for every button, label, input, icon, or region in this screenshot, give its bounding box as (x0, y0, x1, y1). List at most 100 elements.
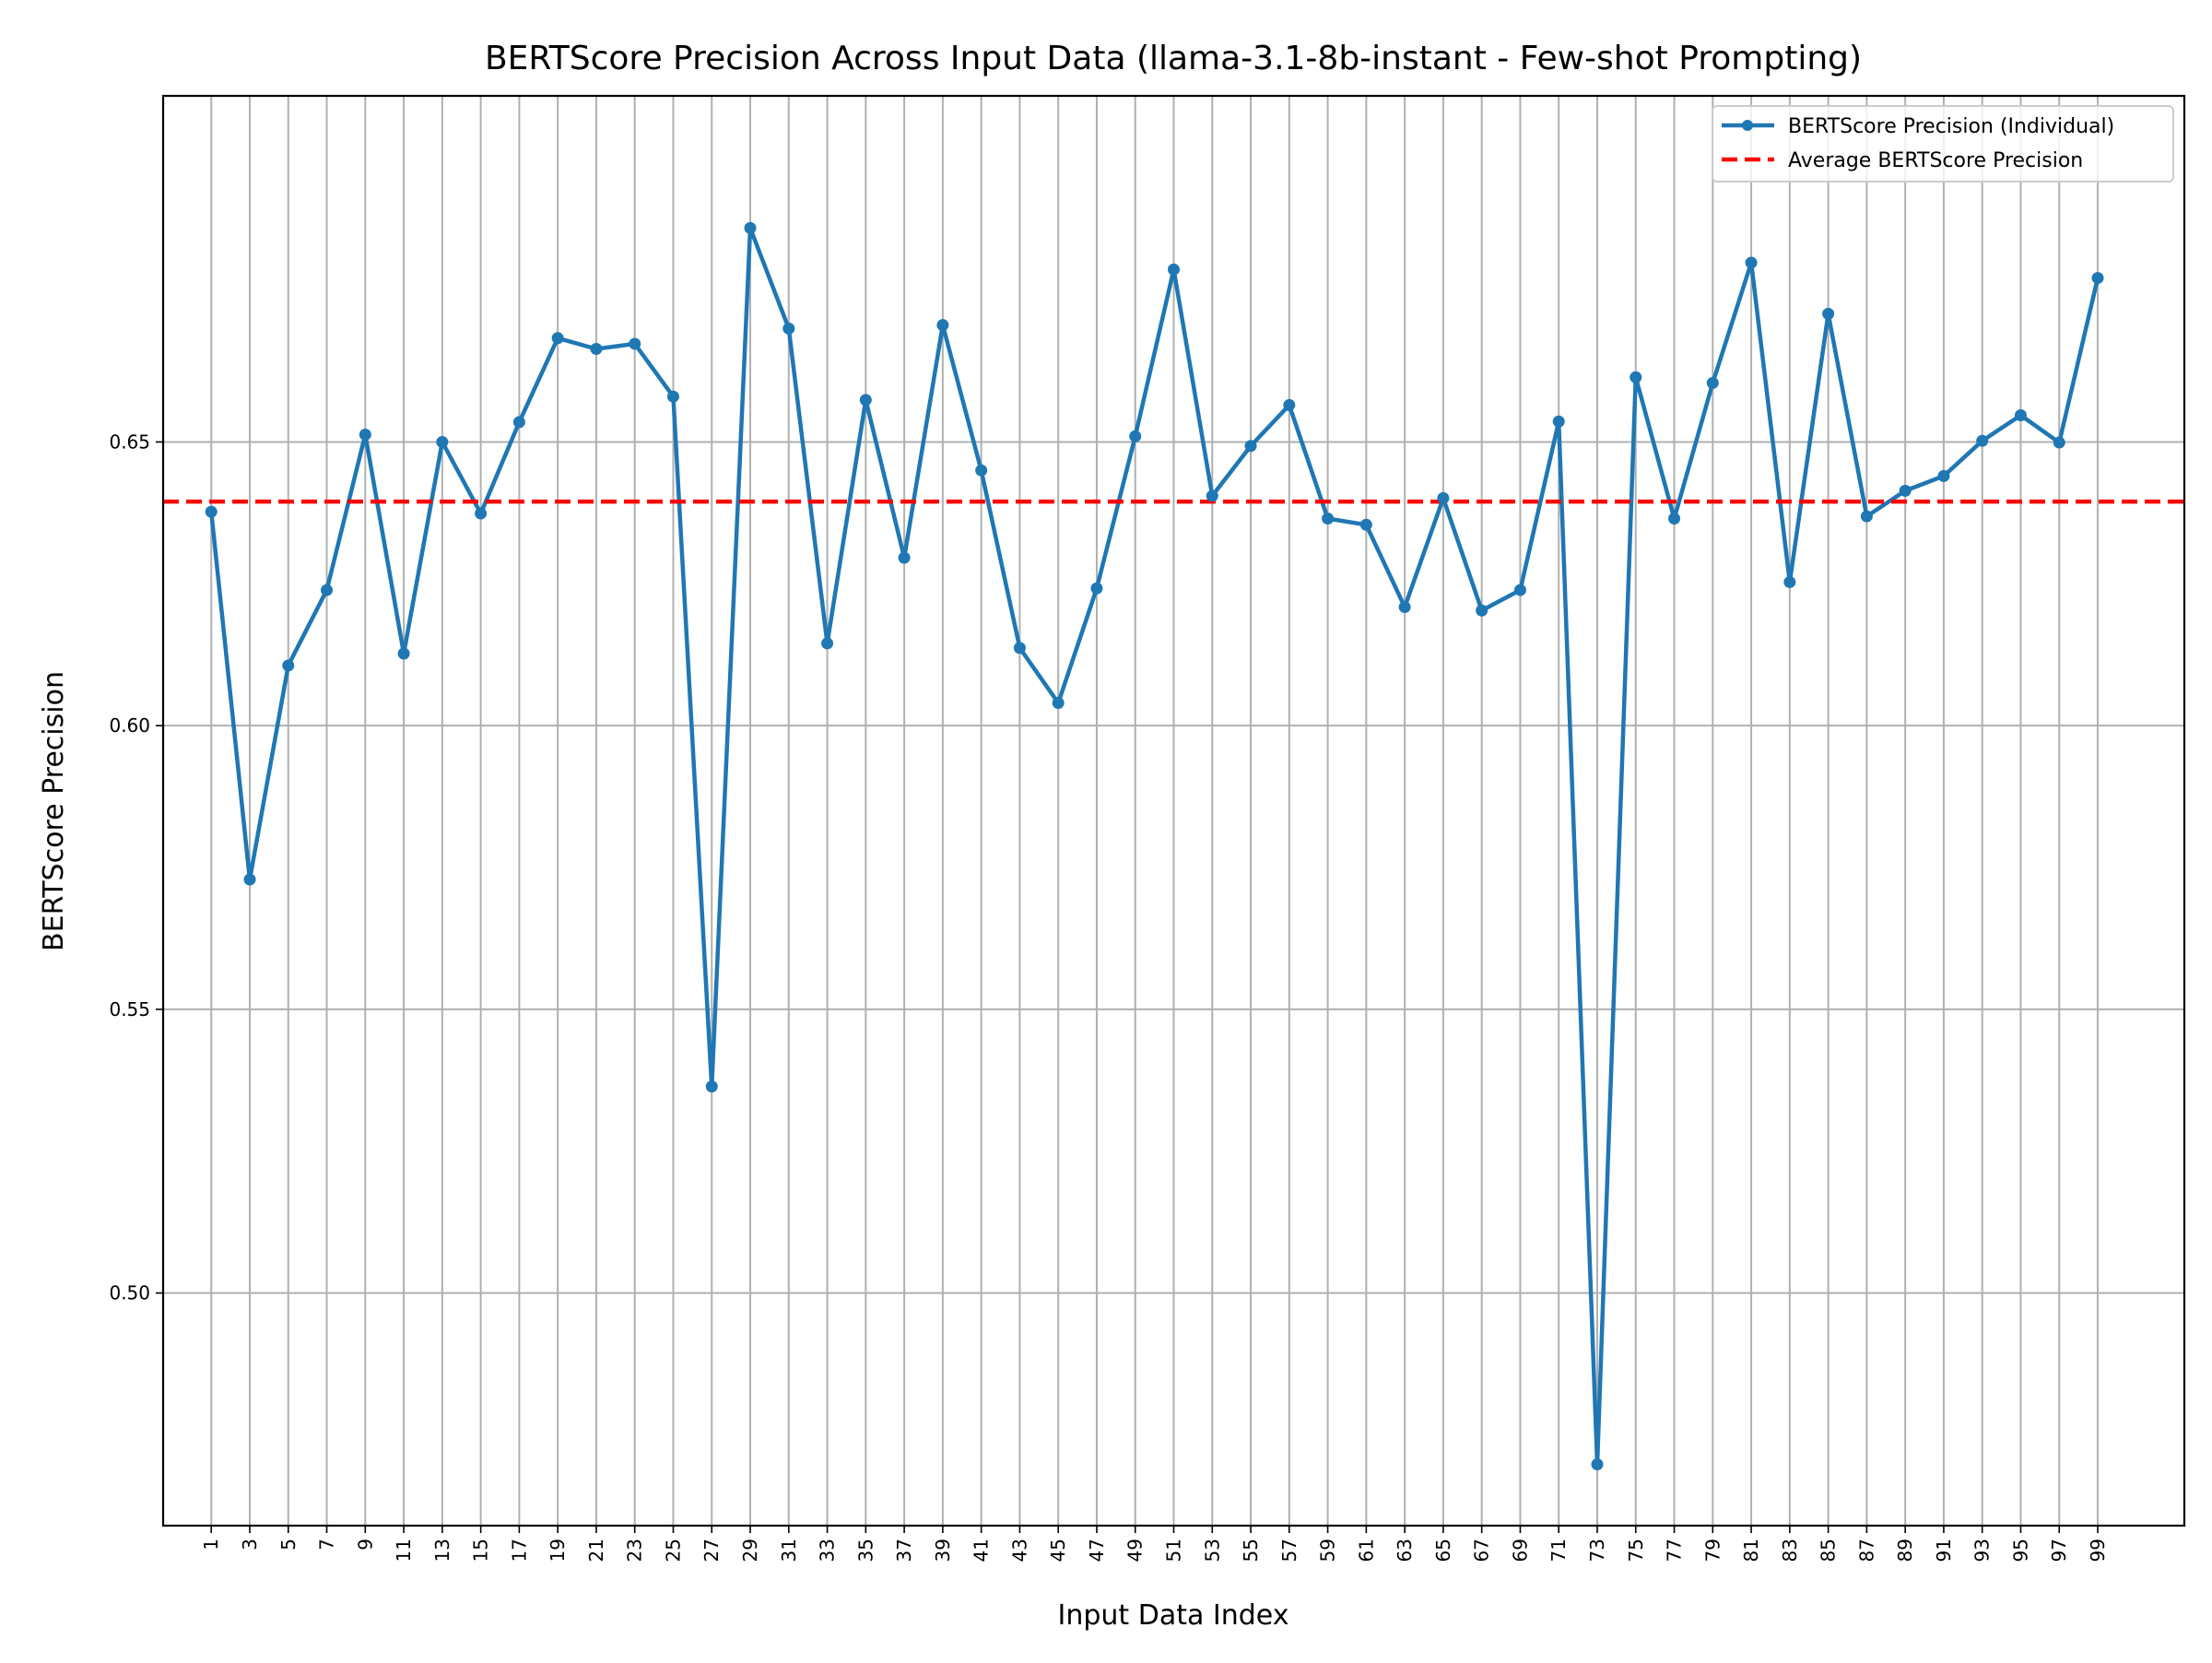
x-tick-label: 51 (1163, 1539, 1185, 1562)
y-tick-label: 0.55 (109, 998, 150, 1020)
x-tick-label: 93 (1971, 1539, 1994, 1562)
x-tick-label: 45 (1047, 1539, 1069, 1562)
x-tick-label: 25 (662, 1539, 684, 1562)
data-point (1783, 575, 1796, 588)
data-point (436, 435, 449, 448)
data-point (1822, 307, 1835, 320)
data-point (1322, 513, 1335, 525)
x-tick-label: 65 (1432, 1539, 1454, 1562)
ticks-layer: 1 3 5 7 9 11 13 15 17 19 21 23 25 27 29 31 33 35 37 39 41 43 4… (109, 430, 2109, 1562)
x-tick-label: 7 (316, 1539, 338, 1551)
x-tick-label: 63 (1394, 1539, 1416, 1562)
data-point (205, 505, 218, 518)
data-point (321, 584, 334, 596)
data-point (2091, 272, 2104, 285)
x-tick-label: 49 (1124, 1539, 1147, 1562)
x-tick-label: 59 (1317, 1539, 1339, 1562)
x-tick-label: 9 (354, 1539, 376, 1551)
data-point (1591, 1458, 1604, 1471)
data-point (1937, 469, 1950, 482)
data-point (1476, 604, 1488, 617)
grid-lines (163, 96, 2184, 1526)
x-tick-label: 29 (739, 1539, 761, 1562)
data-point (782, 322, 795, 335)
legend-label-individual: BERTScore Precision (Individual) (1788, 115, 2114, 138)
data-point (475, 507, 488, 520)
data-point (1899, 484, 1912, 497)
x-axis-label: Input Data Index (1058, 1599, 1289, 1632)
series-layer (163, 221, 2184, 1471)
data-point (243, 873, 256, 886)
y-tick-label: 0.50 (109, 1282, 150, 1304)
x-tick-label: 1 (200, 1539, 222, 1551)
x-tick-label: 17 (508, 1539, 530, 1562)
data-point (1513, 584, 1526, 596)
chart-title: BERTScore Precision Across Input Data (l… (485, 40, 1862, 77)
data-point (1552, 415, 1565, 428)
x-tick-label: 61 (1355, 1539, 1377, 1562)
x-tick-label: 47 (1086, 1539, 1108, 1562)
x-tick-label: 43 (1008, 1539, 1030, 1562)
data-point (1398, 601, 1411, 614)
data-point (1206, 489, 1218, 502)
data-point (1013, 642, 1026, 655)
x-tick-label: 85 (1818, 1539, 1840, 1562)
x-tick-label: 53 (1201, 1539, 1223, 1562)
x-tick-label: 81 (1740, 1539, 1762, 1562)
data-point (1976, 434, 1989, 447)
x-tick-label: 21 (585, 1539, 607, 1562)
x-tick-label: 67 (1471, 1539, 1493, 1562)
x-tick-label: 37 (893, 1539, 915, 1562)
x-tick-label: 75 (1625, 1539, 1647, 1562)
y-axis-label: BERTScore Precision (38, 671, 70, 951)
x-tick-label: 71 (1547, 1539, 1570, 1562)
data-point (551, 332, 564, 345)
data-point (1052, 697, 1065, 710)
data-point (1244, 440, 1257, 453)
data-point (629, 337, 641, 350)
y-tick-label: 0.60 (109, 714, 150, 737)
x-tick-label: 23 (624, 1539, 646, 1562)
x-tick-label: 69 (1509, 1539, 1531, 1562)
data-point (1283, 398, 1296, 411)
x-tick-label: 77 (1664, 1539, 1686, 1562)
data-point (1129, 430, 1142, 442)
x-tick-label: 41 (971, 1539, 993, 1562)
data-point (1745, 256, 1758, 269)
data-point (975, 464, 988, 477)
data-point (936, 319, 949, 332)
data-point (359, 428, 371, 441)
x-tick-label: 33 (817, 1539, 839, 1562)
data-point (744, 221, 757, 234)
x-tick-label: 55 (1240, 1539, 1262, 1562)
legend-label-average: Average BERTScore Precision (1788, 149, 2083, 172)
x-tick-label: 3 (239, 1539, 261, 1551)
x-tick-label: 87 (1855, 1539, 1877, 1562)
data-point (512, 416, 525, 429)
x-tick-label: 13 (431, 1539, 453, 1562)
data-point (1168, 263, 1180, 276)
legend-box (1712, 105, 2174, 183)
data-point (1860, 510, 1873, 523)
data-point (1706, 376, 1719, 389)
data-point (397, 647, 410, 660)
x-tick-label: 99 (2087, 1539, 2109, 1562)
data-point (1090, 582, 1103, 595)
data-point (821, 637, 834, 650)
data-point (859, 394, 872, 407)
x-tick-label: 15 (470, 1539, 492, 1562)
data-point (666, 390, 679, 403)
x-tick-label: 35 (854, 1539, 877, 1562)
legend-marker-individual (1742, 120, 1753, 131)
data-point (705, 1080, 718, 1093)
x-tick-label: 27 (700, 1539, 723, 1562)
data-point (898, 551, 911, 564)
x-tick-label: 5 (277, 1539, 300, 1551)
x-tick-label: 95 (2009, 1539, 2031, 1562)
data-point (590, 343, 603, 356)
x-tick-label: 39 (932, 1539, 954, 1562)
data-point (282, 659, 295, 672)
x-tick-label: 11 (393, 1539, 415, 1562)
